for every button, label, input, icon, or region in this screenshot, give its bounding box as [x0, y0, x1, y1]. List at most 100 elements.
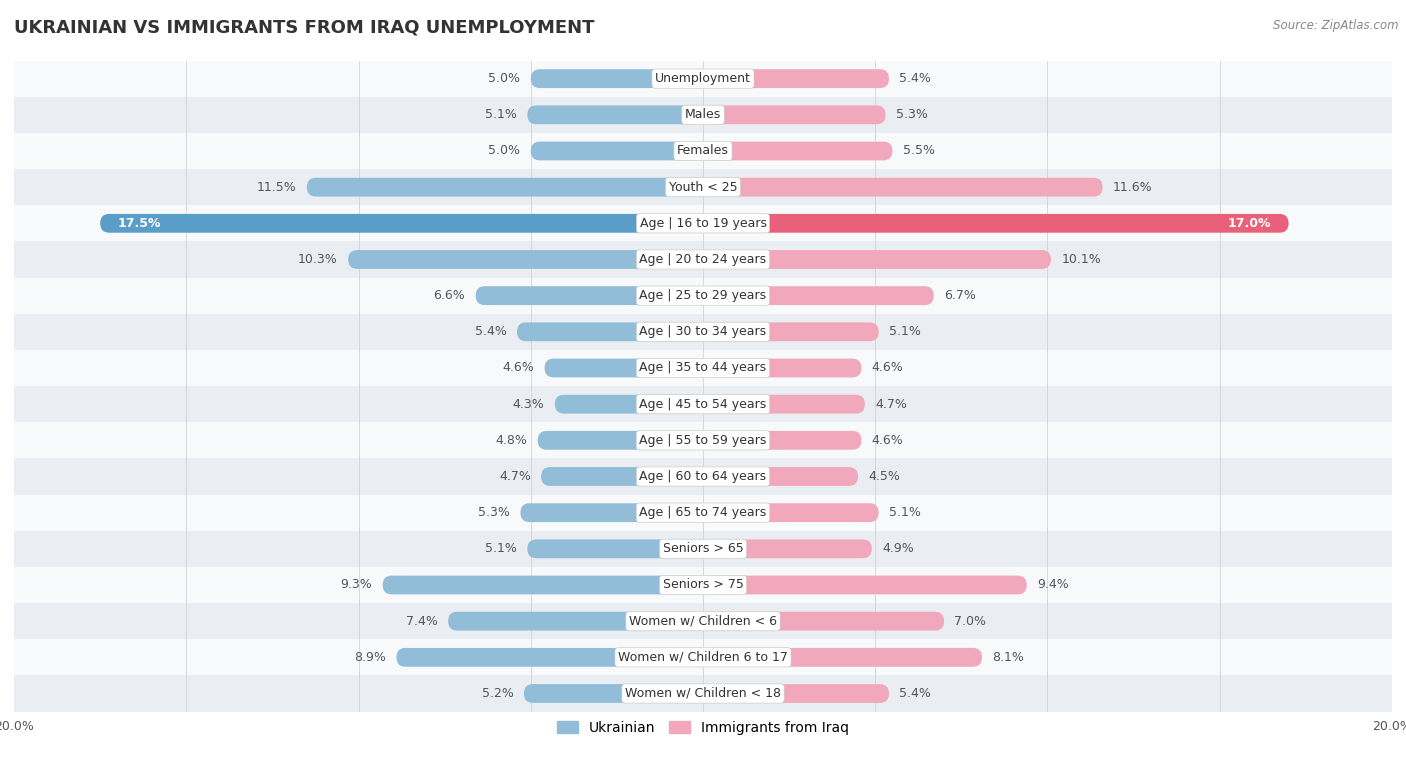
Text: Seniors > 65: Seniors > 65 [662, 542, 744, 556]
Text: 5.0%: 5.0% [488, 72, 520, 85]
Text: 5.5%: 5.5% [903, 145, 935, 157]
Text: 5.4%: 5.4% [900, 687, 931, 700]
Text: Age | 35 to 44 years: Age | 35 to 44 years [640, 362, 766, 375]
Text: 5.1%: 5.1% [485, 108, 517, 121]
Text: 5.2%: 5.2% [482, 687, 513, 700]
Text: Age | 55 to 59 years: Age | 55 to 59 years [640, 434, 766, 447]
FancyBboxPatch shape [531, 142, 703, 160]
Text: 17.5%: 17.5% [117, 217, 160, 230]
Bar [14, 97, 1392, 133]
Bar [14, 639, 1392, 675]
Text: 4.9%: 4.9% [882, 542, 914, 556]
Text: 9.4%: 9.4% [1038, 578, 1069, 591]
Text: Source: ZipAtlas.com: Source: ZipAtlas.com [1274, 19, 1399, 32]
Text: Women w/ Children 6 to 17: Women w/ Children 6 to 17 [619, 651, 787, 664]
FancyBboxPatch shape [541, 467, 703, 486]
FancyBboxPatch shape [449, 612, 703, 631]
FancyBboxPatch shape [349, 250, 703, 269]
FancyBboxPatch shape [475, 286, 703, 305]
Text: 7.4%: 7.4% [406, 615, 437, 628]
FancyBboxPatch shape [703, 648, 981, 667]
Text: 6.7%: 6.7% [945, 289, 976, 302]
Text: 10.1%: 10.1% [1062, 253, 1101, 266]
FancyBboxPatch shape [537, 431, 703, 450]
Text: 10.3%: 10.3% [298, 253, 337, 266]
Text: 4.6%: 4.6% [502, 362, 534, 375]
FancyBboxPatch shape [703, 69, 889, 88]
FancyBboxPatch shape [703, 250, 1050, 269]
FancyBboxPatch shape [544, 359, 703, 378]
Text: Age | 16 to 19 years: Age | 16 to 19 years [640, 217, 766, 230]
Text: 5.4%: 5.4% [475, 326, 506, 338]
Text: 4.6%: 4.6% [872, 434, 904, 447]
FancyBboxPatch shape [703, 178, 1102, 197]
FancyBboxPatch shape [531, 69, 703, 88]
Text: Age | 25 to 29 years: Age | 25 to 29 years [640, 289, 766, 302]
Bar [14, 169, 1392, 205]
FancyBboxPatch shape [703, 214, 1289, 232]
Bar [14, 278, 1392, 313]
FancyBboxPatch shape [703, 286, 934, 305]
Text: UKRAINIAN VS IMMIGRANTS FROM IRAQ UNEMPLOYMENT: UKRAINIAN VS IMMIGRANTS FROM IRAQ UNEMPL… [14, 19, 595, 37]
Bar [14, 494, 1392, 531]
FancyBboxPatch shape [100, 214, 703, 232]
Text: Women w/ Children < 18: Women w/ Children < 18 [626, 687, 780, 700]
Text: 8.1%: 8.1% [993, 651, 1024, 664]
FancyBboxPatch shape [396, 648, 703, 667]
Bar [14, 313, 1392, 350]
Text: Age | 45 to 54 years: Age | 45 to 54 years [640, 397, 766, 410]
Legend: Ukrainian, Immigrants from Iraq: Ukrainian, Immigrants from Iraq [551, 715, 855, 740]
Text: 11.5%: 11.5% [257, 181, 297, 194]
Text: 9.3%: 9.3% [340, 578, 373, 591]
FancyBboxPatch shape [307, 178, 703, 197]
FancyBboxPatch shape [517, 322, 703, 341]
Text: 7.0%: 7.0% [955, 615, 987, 628]
Text: Youth < 25: Youth < 25 [669, 181, 737, 194]
Bar [14, 386, 1392, 422]
Text: Age | 60 to 64 years: Age | 60 to 64 years [640, 470, 766, 483]
Text: 5.4%: 5.4% [900, 72, 931, 85]
Text: 4.6%: 4.6% [872, 362, 904, 375]
Text: 5.3%: 5.3% [896, 108, 928, 121]
Bar [14, 531, 1392, 567]
Text: 4.8%: 4.8% [495, 434, 527, 447]
FancyBboxPatch shape [555, 394, 703, 413]
FancyBboxPatch shape [703, 359, 862, 378]
Bar [14, 675, 1392, 712]
FancyBboxPatch shape [703, 540, 872, 558]
FancyBboxPatch shape [703, 105, 886, 124]
Text: Women w/ Children < 6: Women w/ Children < 6 [628, 615, 778, 628]
FancyBboxPatch shape [703, 612, 945, 631]
FancyBboxPatch shape [520, 503, 703, 522]
Text: Age | 30 to 34 years: Age | 30 to 34 years [640, 326, 766, 338]
Bar [14, 61, 1392, 97]
FancyBboxPatch shape [524, 684, 703, 703]
Bar [14, 205, 1392, 241]
Text: Unemployment: Unemployment [655, 72, 751, 85]
FancyBboxPatch shape [703, 322, 879, 341]
FancyBboxPatch shape [703, 431, 862, 450]
Bar [14, 459, 1392, 494]
Text: 4.5%: 4.5% [869, 470, 900, 483]
FancyBboxPatch shape [703, 684, 889, 703]
Text: Males: Males [685, 108, 721, 121]
Bar [14, 241, 1392, 278]
Bar [14, 422, 1392, 459]
FancyBboxPatch shape [527, 540, 703, 558]
Text: Age | 20 to 24 years: Age | 20 to 24 years [640, 253, 766, 266]
Text: 5.1%: 5.1% [485, 542, 517, 556]
FancyBboxPatch shape [382, 575, 703, 594]
Text: Age | 65 to 74 years: Age | 65 to 74 years [640, 506, 766, 519]
FancyBboxPatch shape [703, 503, 879, 522]
Bar [14, 603, 1392, 639]
FancyBboxPatch shape [703, 467, 858, 486]
Text: 4.7%: 4.7% [875, 397, 907, 410]
Text: 5.1%: 5.1% [889, 506, 921, 519]
Text: 5.0%: 5.0% [488, 145, 520, 157]
Bar [14, 567, 1392, 603]
Text: 11.6%: 11.6% [1114, 181, 1153, 194]
Text: 4.7%: 4.7% [499, 470, 531, 483]
Bar [14, 350, 1392, 386]
Bar [14, 133, 1392, 169]
Text: Seniors > 75: Seniors > 75 [662, 578, 744, 591]
